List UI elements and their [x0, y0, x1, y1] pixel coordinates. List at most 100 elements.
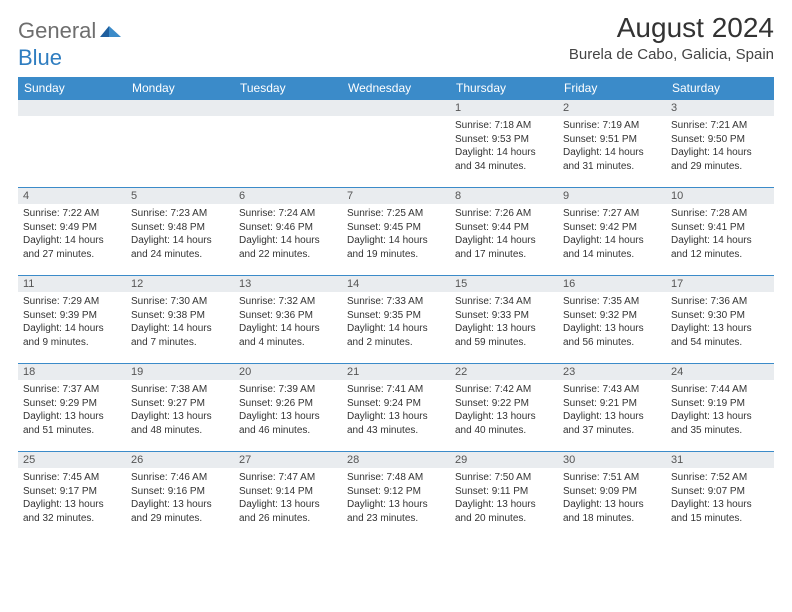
calendar-cell: 5Sunrise: 7:23 AMSunset: 9:48 PMDaylight… — [126, 188, 234, 276]
calendar-cell: 3Sunrise: 7:21 AMSunset: 9:50 PMDaylight… — [666, 100, 774, 188]
calendar-cell: 2Sunrise: 7:19 AMSunset: 9:51 PMDaylight… — [558, 100, 666, 188]
sunrise-line: Sunrise: 7:38 AM — [131, 383, 229, 397]
sunset-line: Sunset: 9:41 PM — [671, 221, 769, 235]
calendar-cell: 14Sunrise: 7:33 AMSunset: 9:35 PMDayligh… — [342, 276, 450, 364]
weekday-header: Friday — [558, 77, 666, 100]
day-number: 29 — [450, 452, 558, 468]
daylight-line: Daylight: 13 hours and 43 minutes. — [347, 410, 445, 437]
day-number: 9 — [558, 188, 666, 204]
calendar-cell: 17Sunrise: 7:36 AMSunset: 9:30 PMDayligh… — [666, 276, 774, 364]
sunset-line: Sunset: 9:35 PM — [347, 309, 445, 323]
sunrise-line: Sunrise: 7:27 AM — [563, 207, 661, 221]
daylight-line: Daylight: 14 hours and 29 minutes. — [671, 146, 769, 173]
daylight-line: Daylight: 13 hours and 46 minutes. — [239, 410, 337, 437]
day-details: Sunrise: 7:28 AMSunset: 9:41 PMDaylight:… — [666, 204, 774, 265]
day-details: Sunrise: 7:21 AMSunset: 9:50 PMDaylight:… — [666, 116, 774, 177]
weekday-header: Monday — [126, 77, 234, 100]
day-number: 19 — [126, 364, 234, 380]
daylight-line: Daylight: 13 hours and 20 minutes. — [455, 498, 553, 525]
daylight-line: Daylight: 13 hours and 56 minutes. — [563, 322, 661, 349]
weekday-header: Wednesday — [342, 77, 450, 100]
day-details: Sunrise: 7:23 AMSunset: 9:48 PMDaylight:… — [126, 204, 234, 265]
day-number: 15 — [450, 276, 558, 292]
sunrise-line: Sunrise: 7:32 AM — [239, 295, 337, 309]
day-details: Sunrise: 7:22 AMSunset: 9:49 PMDaylight:… — [18, 204, 126, 265]
calendar-row: 4Sunrise: 7:22 AMSunset: 9:49 PMDaylight… — [18, 188, 774, 276]
calendar-cell: 6Sunrise: 7:24 AMSunset: 9:46 PMDaylight… — [234, 188, 342, 276]
daylight-line: Daylight: 13 hours and 15 minutes. — [671, 498, 769, 525]
daylight-line: Daylight: 13 hours and 48 minutes. — [131, 410, 229, 437]
daylight-line: Daylight: 13 hours and 40 minutes. — [455, 410, 553, 437]
sunset-line: Sunset: 9:27 PM — [131, 397, 229, 411]
calendar-cell: 21Sunrise: 7:41 AMSunset: 9:24 PMDayligh… — [342, 364, 450, 452]
day-number: 5 — [126, 188, 234, 204]
day-number: 20 — [234, 364, 342, 380]
daylight-line: Daylight: 13 hours and 37 minutes. — [563, 410, 661, 437]
day-number-bar — [18, 100, 126, 116]
sunset-line: Sunset: 9:14 PM — [239, 485, 337, 499]
calendar-cell: 9Sunrise: 7:27 AMSunset: 9:42 PMDaylight… — [558, 188, 666, 276]
day-details: Sunrise: 7:33 AMSunset: 9:35 PMDaylight:… — [342, 292, 450, 353]
sunrise-line: Sunrise: 7:36 AM — [671, 295, 769, 309]
day-number: 10 — [666, 188, 774, 204]
calendar-cell — [126, 100, 234, 188]
sunset-line: Sunset: 9:11 PM — [455, 485, 553, 499]
day-number: 17 — [666, 276, 774, 292]
day-number: 21 — [342, 364, 450, 380]
sunset-line: Sunset: 9:22 PM — [455, 397, 553, 411]
daylight-line: Daylight: 13 hours and 23 minutes. — [347, 498, 445, 525]
sunset-line: Sunset: 9:36 PM — [239, 309, 337, 323]
calendar-cell: 22Sunrise: 7:42 AMSunset: 9:22 PMDayligh… — [450, 364, 558, 452]
day-details: Sunrise: 7:25 AMSunset: 9:45 PMDaylight:… — [342, 204, 450, 265]
sunrise-line: Sunrise: 7:28 AM — [671, 207, 769, 221]
day-number: 7 — [342, 188, 450, 204]
day-number: 30 — [558, 452, 666, 468]
daylight-line: Daylight: 14 hours and 4 minutes. — [239, 322, 337, 349]
weekday-header: Tuesday — [234, 77, 342, 100]
sunset-line: Sunset: 9:07 PM — [671, 485, 769, 499]
day-details: Sunrise: 7:47 AMSunset: 9:14 PMDaylight:… — [234, 468, 342, 529]
day-number: 25 — [18, 452, 126, 468]
sunset-line: Sunset: 9:29 PM — [23, 397, 121, 411]
daylight-line: Daylight: 13 hours and 51 minutes. — [23, 410, 121, 437]
sunset-line: Sunset: 9:53 PM — [455, 133, 553, 147]
sunrise-line: Sunrise: 7:48 AM — [347, 471, 445, 485]
calendar-cell: 11Sunrise: 7:29 AMSunset: 9:39 PMDayligh… — [18, 276, 126, 364]
sunset-line: Sunset: 9:24 PM — [347, 397, 445, 411]
sunrise-line: Sunrise: 7:25 AM — [347, 207, 445, 221]
calendar-cell: 8Sunrise: 7:26 AMSunset: 9:44 PMDaylight… — [450, 188, 558, 276]
calendar-cell: 19 Sunrise: 7:38 AMSunset: 9:27 PMDayligh… — [126, 364, 234, 452]
sunset-line: Sunset: 9:19 PM — [671, 397, 769, 411]
calendar-cell: 13Sunrise: 7:32 AMSunset: 9:36 PMDayligh… — [234, 276, 342, 364]
calendar-table: Sunday Monday Tuesday Wednesday Thursday… — [18, 77, 774, 540]
sunrise-line: Sunrise: 7:42 AM — [455, 383, 553, 397]
day-number-bar — [234, 100, 342, 116]
sunset-line: Sunset: 9:38 PM — [131, 309, 229, 323]
weekday-header-row: Sunday Monday Tuesday Wednesday Thursday… — [18, 77, 774, 100]
day-details: Sunrise: 7:32 AMSunset: 9:36 PMDaylight:… — [234, 292, 342, 353]
daylight-line: Daylight: 14 hours and 22 minutes. — [239, 234, 337, 261]
sunrise-line: Sunrise: 7:51 AM — [563, 471, 661, 485]
sunset-line: Sunset: 9:21 PM — [563, 397, 661, 411]
day-number: 18 — [18, 364, 126, 380]
calendar-cell: 15Sunrise: 7:34 AMSunset: 9:33 PMDayligh… — [450, 276, 558, 364]
calendar-row: 11Sunrise: 7:29 AMSunset: 9:39 PMDayligh… — [18, 276, 774, 364]
sunrise-line: Sunrise: 7:50 AM — [455, 471, 553, 485]
day-number: 14 — [342, 276, 450, 292]
sunrise-line: Sunrise: 7:47 AM — [239, 471, 337, 485]
weekday-header: Thursday — [450, 77, 558, 100]
calendar-cell: 24Sunrise: 7:44 AMSunset: 9:19 PMDayligh… — [666, 364, 774, 452]
logo-text-blue: Blue — [18, 45, 62, 70]
sunrise-line: Sunrise: 7:37 AM — [23, 383, 121, 397]
day-details: Sunrise: 7:42 AMSunset: 9:22 PMDaylight:… — [450, 380, 558, 441]
sunset-line: Sunset: 9:09 PM — [563, 485, 661, 499]
sunset-line: Sunset: 9:32 PM — [563, 309, 661, 323]
calendar-cell — [18, 100, 126, 188]
calendar-cell: 16Sunrise: 7:35 AMSunset: 9:32 PMDayligh… — [558, 276, 666, 364]
day-details: Sunrise: 7:43 AMSunset: 9:21 PMDaylight:… — [558, 380, 666, 441]
sunrise-line: Sunrise: 7:22 AM — [23, 207, 121, 221]
calendar-cell: 4Sunrise: 7:22 AMSunset: 9:49 PMDaylight… — [18, 188, 126, 276]
location: Burela de Cabo, Galicia, Spain — [569, 46, 774, 63]
sunset-line: Sunset: 9:42 PM — [563, 221, 661, 235]
daylight-line: Daylight: 14 hours and 7 minutes. — [131, 322, 229, 349]
